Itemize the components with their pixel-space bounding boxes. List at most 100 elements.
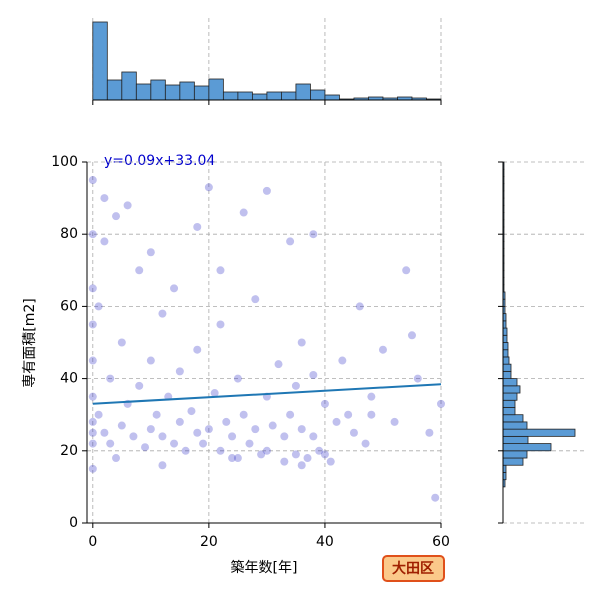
histogram-bar xyxy=(310,89,326,101)
x-axis-label: 築年数[年] xyxy=(231,560,298,576)
y-tick-label: 80 xyxy=(60,226,78,242)
histogram-bar xyxy=(208,78,224,101)
point xyxy=(309,370,318,379)
point xyxy=(344,410,353,419)
point xyxy=(268,421,277,430)
point xyxy=(193,222,202,231)
point xyxy=(141,443,150,452)
badge: 大田区 xyxy=(392,560,434,577)
point xyxy=(158,432,167,441)
point xyxy=(425,428,434,437)
point xyxy=(158,309,167,318)
histogram-bar xyxy=(502,370,512,380)
histogram-bar xyxy=(502,342,509,351)
point xyxy=(274,360,283,369)
histogram-bar xyxy=(502,450,528,459)
point xyxy=(112,212,121,221)
point xyxy=(135,381,144,390)
point xyxy=(320,399,329,408)
point xyxy=(117,338,126,347)
histogram-bar xyxy=(266,91,282,101)
point xyxy=(326,457,335,466)
point xyxy=(175,367,184,376)
point xyxy=(88,320,97,329)
point xyxy=(210,389,219,398)
histogram-bar xyxy=(502,435,529,444)
point xyxy=(286,410,295,419)
point xyxy=(251,295,260,304)
point xyxy=(88,428,97,437)
point xyxy=(88,356,97,365)
point xyxy=(216,266,225,275)
histogram-bar xyxy=(281,91,297,101)
point xyxy=(239,208,248,217)
point xyxy=(291,450,300,459)
histogram-bar xyxy=(502,385,521,394)
point xyxy=(88,284,97,293)
histogram-bar xyxy=(502,443,552,452)
point xyxy=(245,439,254,448)
point xyxy=(175,417,184,426)
point xyxy=(135,266,144,275)
histogram-bar xyxy=(502,327,508,336)
point xyxy=(106,439,115,448)
point xyxy=(100,428,109,437)
histogram-bar xyxy=(502,378,518,387)
point xyxy=(413,374,422,383)
point xyxy=(216,446,225,455)
point xyxy=(88,439,97,448)
point xyxy=(170,439,179,448)
histogram-bar xyxy=(92,21,108,101)
point xyxy=(233,374,242,383)
histogram-bar xyxy=(502,421,528,430)
histogram-bar xyxy=(251,93,268,101)
point xyxy=(390,417,399,426)
y-tick-label: 0 xyxy=(69,515,78,531)
y-tick-label: 20 xyxy=(60,443,78,459)
point xyxy=(88,176,97,185)
point xyxy=(367,392,376,401)
point xyxy=(437,399,445,408)
point xyxy=(228,454,237,463)
point xyxy=(338,356,347,365)
point xyxy=(286,237,295,246)
point xyxy=(123,201,132,210)
point xyxy=(320,450,329,459)
point xyxy=(193,428,202,437)
point xyxy=(309,432,318,441)
point xyxy=(378,345,387,354)
histogram-bar xyxy=(193,85,210,101)
point xyxy=(193,345,202,354)
histogram-bar xyxy=(106,79,123,101)
fit-line xyxy=(92,383,442,405)
histogram-bar xyxy=(135,83,152,101)
histogram-bar xyxy=(502,392,518,401)
point xyxy=(239,410,248,419)
point xyxy=(361,439,370,448)
point xyxy=(349,428,358,437)
point xyxy=(303,454,312,463)
point xyxy=(291,381,300,390)
point xyxy=(257,450,266,459)
point xyxy=(309,230,318,239)
histogram-bar xyxy=(121,71,137,101)
histogram-bar xyxy=(324,94,340,101)
y-tick-label: 100 xyxy=(51,154,78,170)
x-tick-label: 20 xyxy=(200,534,218,550)
point xyxy=(187,407,196,416)
point xyxy=(204,183,213,192)
point xyxy=(280,457,289,466)
point xyxy=(280,432,289,441)
histogram-bar xyxy=(502,428,576,437)
point xyxy=(315,446,324,455)
point xyxy=(170,284,179,293)
point xyxy=(431,493,440,502)
histogram-bar xyxy=(502,356,510,365)
point xyxy=(402,266,411,275)
point xyxy=(146,425,155,434)
point xyxy=(88,230,97,239)
point xyxy=(407,331,416,340)
fit-annotation: y=0.09x+33.04 xyxy=(104,153,215,169)
point xyxy=(158,461,167,470)
point xyxy=(262,446,271,455)
